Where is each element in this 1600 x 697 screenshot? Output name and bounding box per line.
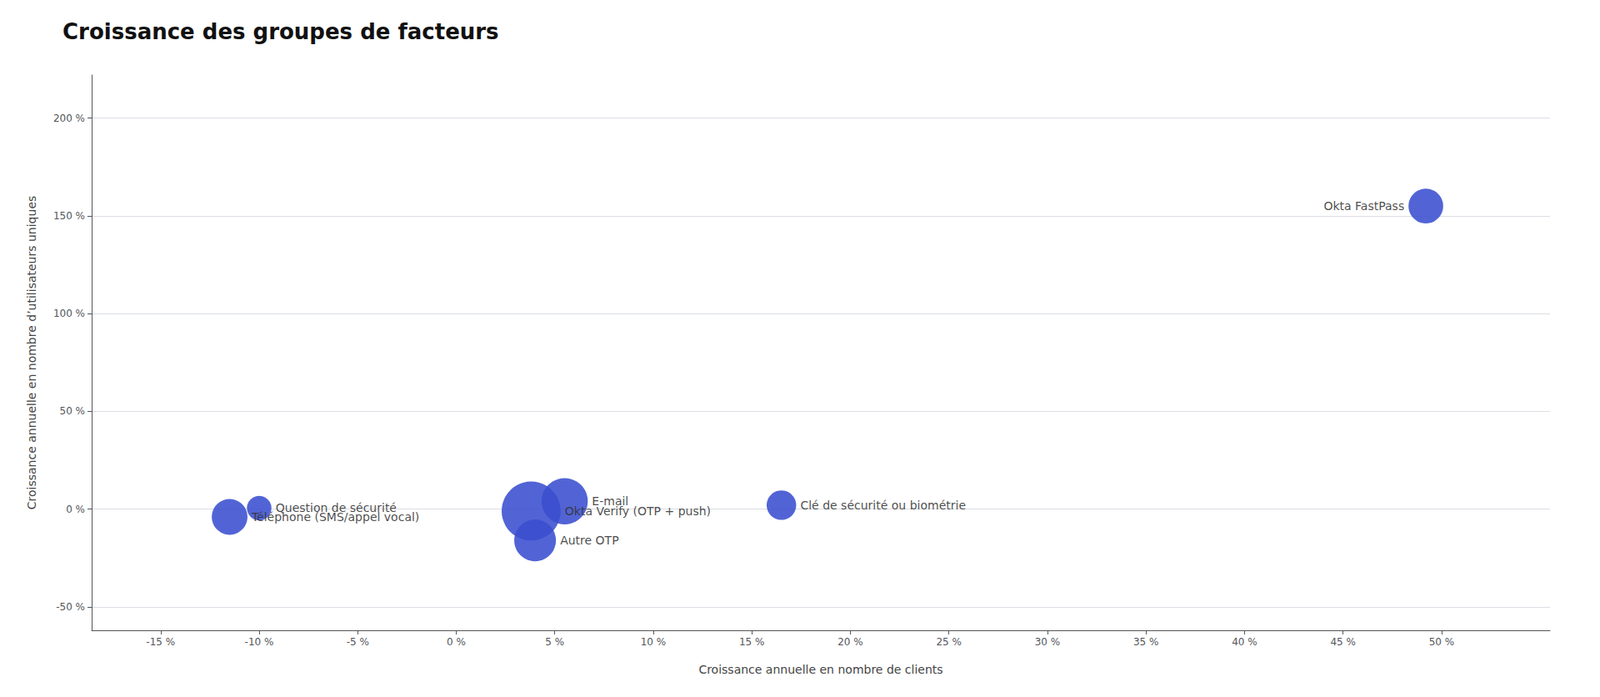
svg-text:15 %: 15 % — [739, 635, 765, 648]
svg-text:200 %: 200 % — [53, 112, 85, 125]
svg-text:10 %: 10 % — [640, 635, 667, 648]
svg-text:-50 %: -50 % — [55, 600, 85, 613]
svg-text:Téléphone (SMS/appel vocal): Téléphone (SMS/appel vocal) — [250, 510, 420, 524]
svg-text:0 %: 0 % — [65, 503, 85, 515]
svg-text:20 %: 20 % — [837, 635, 864, 648]
svg-text:-15 %: -15 % — [145, 635, 175, 648]
svg-text:Autre OTP: Autre OTP — [560, 533, 619, 547]
svg-text:50 %: 50 % — [60, 405, 86, 417]
svg-text:45 %: 45 % — [1330, 635, 1356, 648]
svg-text:Croissance annuelle en nombre: Croissance annuelle en nombre d’utilisat… — [25, 195, 39, 510]
svg-text:Croissance des groupes de fact: Croissance des groupes de facteurs — [62, 19, 500, 45]
svg-text:150 %: 150 % — [53, 210, 85, 222]
svg-text:25 %: 25 % — [935, 635, 962, 648]
svg-text:Croissance annuelle en nombre: Croissance annuelle en nombre de clients — [698, 662, 943, 676]
svg-text:Clé de sécurité ou biométrie: Clé de sécurité ou biométrie — [800, 498, 966, 512]
svg-text:Question de sécurité: Question de sécurité — [275, 501, 397, 515]
svg-text:50 %: 50 % — [1429, 635, 1455, 648]
svg-text:E-mail: E-mail — [591, 494, 629, 508]
svg-text:Okta FastPass: Okta FastPass — [1323, 199, 1405, 213]
svg-text:30 %: 30 % — [1035, 635, 1061, 648]
svg-text:35 %: 35 % — [1133, 635, 1160, 648]
svg-text:-10 %: -10 % — [245, 635, 275, 648]
svg-text:40 %: 40 % — [1231, 635, 1258, 648]
svg-text:100 %: 100 % — [53, 307, 85, 320]
svg-text:Okta Verify (OTP + push): Okta Verify (OTP + push) — [565, 504, 711, 518]
svg-text:-5 %: -5 % — [346, 635, 370, 648]
svg-text:0 %: 0 % — [446, 635, 466, 648]
svg-text:5 %: 5 % — [545, 635, 565, 648]
